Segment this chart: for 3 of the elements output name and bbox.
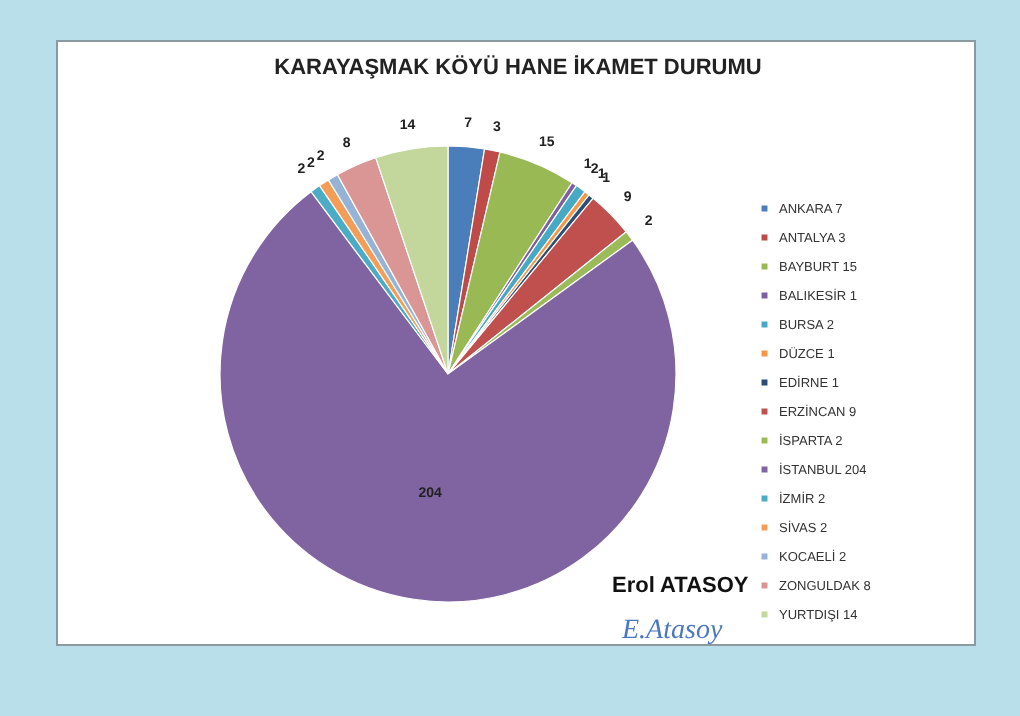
chart-title: KARAYAŞMAK KÖYÜ HANE İKAMET DURUMU (274, 54, 762, 80)
text: E.Atasoy (620, 616, 724, 646)
text: Erol ATASOY (612, 574, 750, 598)
